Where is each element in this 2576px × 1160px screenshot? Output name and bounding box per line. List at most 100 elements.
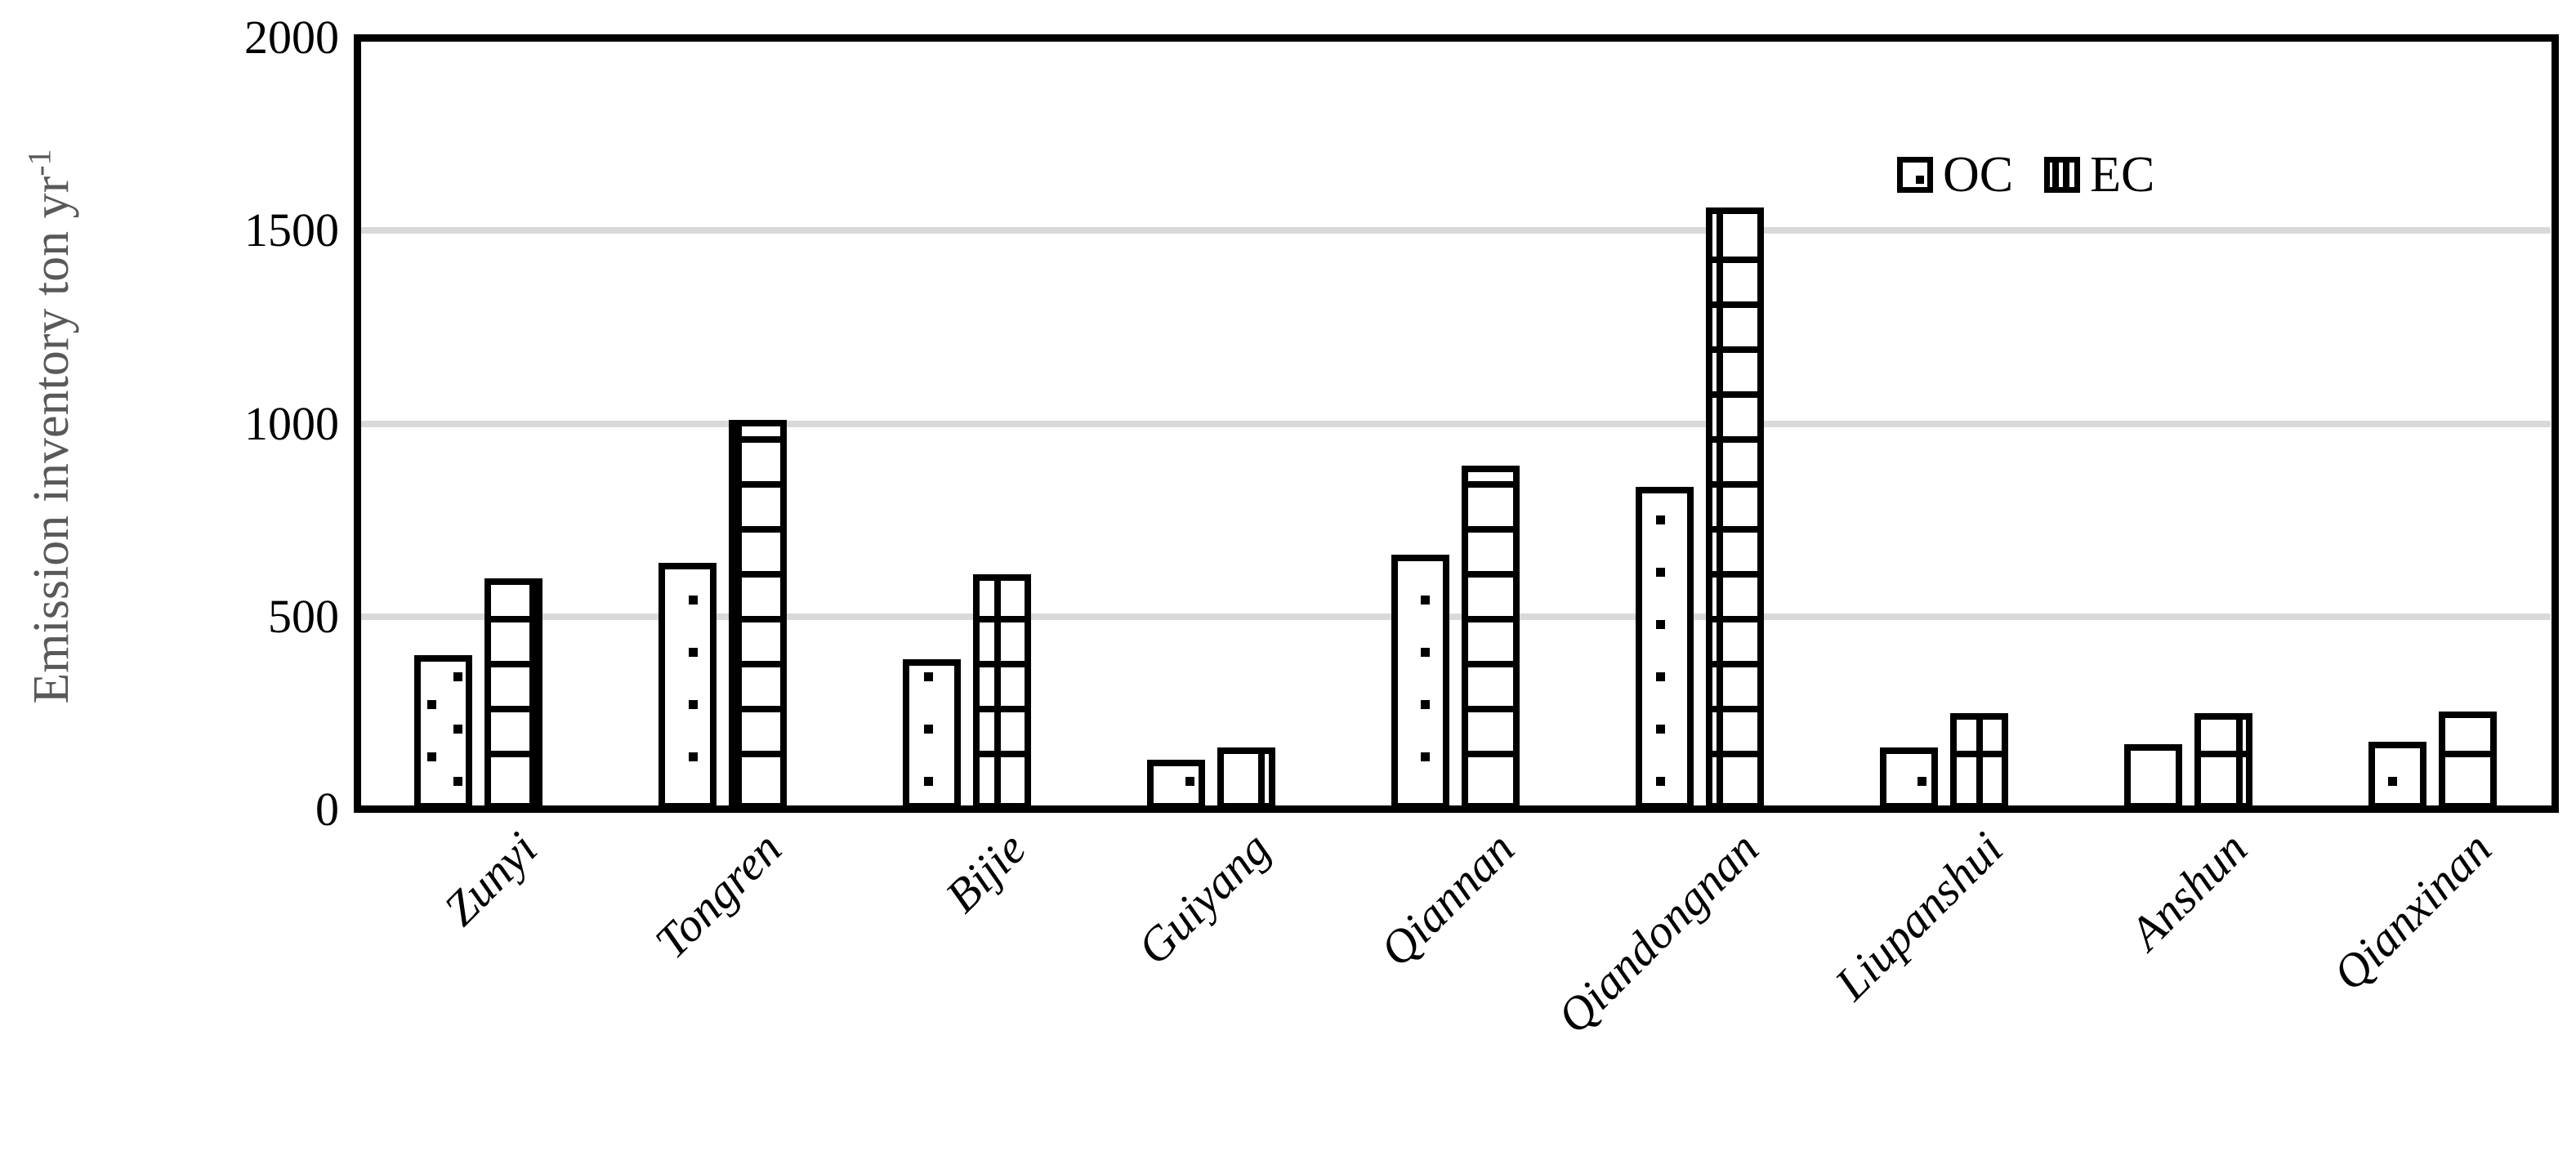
gridline-1500 (361, 227, 2551, 234)
ec-grid-pattern-icon (2052, 163, 2060, 187)
bar-ec-qianxinan (2438, 711, 2497, 810)
y-tick-label-2000: 2000 (244, 11, 339, 64)
plot-area-frame (354, 34, 2559, 813)
ec-grid-hline (1712, 390, 1757, 398)
oc-dot (1655, 515, 1665, 524)
ec-grid-hline (491, 616, 537, 622)
ec-grid-hline (1712, 525, 1757, 533)
oc-dot (923, 671, 933, 681)
legend-ec-marker-icon (2044, 157, 2081, 193)
bar-ec-tongren (729, 419, 788, 810)
legend: OC EC (1897, 147, 2155, 203)
bar-oc-qianxinan (2368, 742, 2426, 810)
ec-grid-hline (1468, 750, 1513, 757)
ec-grid-hline (1712, 705, 1757, 712)
y-tick-label-500: 500 (268, 589, 339, 643)
oc-dot (453, 672, 462, 681)
ec-grid-hline (1468, 705, 1513, 712)
oc-dot (426, 700, 436, 709)
ec-grid-hline (980, 750, 1025, 757)
bar-oc-qiannan (1391, 555, 1449, 810)
oc-dot (1421, 699, 1430, 709)
ec-grid-vline (994, 580, 1002, 803)
oc-dot (1185, 776, 1194, 786)
ec-grid-hline (735, 660, 781, 667)
oc-dot (688, 595, 698, 605)
legend-oc-label: OC (1943, 147, 2014, 203)
oc-dot-pattern-icon (1916, 176, 1924, 184)
y-axis-title-text: Emission inventory ton yr (24, 176, 80, 704)
bar-oc-liupanshui (1879, 747, 1938, 810)
bar-oc-bijie (903, 658, 962, 810)
ec-grid-hline (735, 525, 781, 533)
ec-grid-hline (735, 570, 781, 578)
oc-dot (1917, 776, 1926, 786)
ec-grid-hline (2444, 750, 2490, 757)
ec-grid-hline (735, 435, 781, 443)
ec-grid-hline (1712, 346, 1757, 353)
ec-grid-hline (1712, 660, 1757, 667)
ec-grid-vline (735, 426, 743, 803)
ec-grid-hline (1468, 570, 1513, 578)
oc-dot (923, 776, 933, 786)
oc-dot (1421, 647, 1430, 657)
ec-grid-vline (1257, 754, 1265, 803)
ec-grid-hline (1468, 615, 1513, 622)
oc-dot (2387, 777, 2397, 786)
ec-grid-hline (1712, 615, 1757, 622)
ec-grid-vline (529, 584, 537, 803)
bar-ec-qiandongnan (1705, 207, 1764, 810)
gridline-500 (361, 613, 2551, 620)
y-tick-label-0: 0 (315, 783, 339, 836)
ec-grid-vline (1976, 719, 1984, 803)
bar-oc-guiyang (1147, 759, 1206, 810)
oc-dot (453, 725, 462, 734)
oc-dot (1655, 724, 1665, 734)
bar-ec-guiyang (1217, 747, 1276, 810)
bar-ec-qiannan (1462, 466, 1520, 810)
y-axis-title-exponent: -1 (20, 149, 58, 176)
bar-oc-anshun (2123, 743, 2182, 810)
legend-ec-label: EC (2090, 147, 2155, 203)
oc-dot (1655, 567, 1665, 577)
oc-dot (688, 699, 698, 709)
ec-grid-pattern-icon (2063, 163, 2070, 187)
oc-dot (426, 752, 436, 761)
ec-grid-hline (1712, 435, 1757, 443)
y-tick-label-1000: 1000 (244, 396, 339, 450)
y-axis-title: Emission inventory ton yr-1 (6, 41, 80, 813)
ec-grid-hline (1468, 660, 1513, 667)
ec-grid-hline (491, 661, 537, 667)
ec-grid-hline (980, 615, 1025, 622)
oc-dot (1655, 619, 1665, 629)
ec-grid-hline (735, 480, 781, 488)
oc-dot (1421, 752, 1430, 761)
ec-grid-hline (1468, 480, 1513, 488)
oc-dot (688, 752, 698, 761)
oc-dot (1421, 595, 1430, 605)
ec-grid-hline (1712, 256, 1757, 263)
ec-grid-hline (491, 751, 537, 757)
bar-oc-qiandongnan (1635, 487, 1694, 810)
ec-grid-hline (1712, 750, 1757, 757)
ec-grid-hline (491, 706, 537, 712)
ec-grid-hline (980, 660, 1025, 667)
legend-oc-marker-icon (1897, 157, 1933, 193)
ec-grid-hline (1712, 480, 1757, 488)
ec-grid-hline (1712, 301, 1757, 308)
bar-oc-zunyi (414, 655, 473, 810)
bar-ec-anshun (2194, 712, 2252, 810)
bar-ec-bijie (973, 573, 1032, 810)
ec-grid-vline (1716, 213, 1723, 803)
oc-dot (1655, 671, 1665, 681)
bar-ec-liupanshui (1949, 712, 2008, 810)
bar-oc-tongren (659, 562, 717, 810)
ec-grid-hline (2200, 751, 2246, 757)
y-tick-label-1500: 1500 (244, 203, 339, 257)
oc-dot (1655, 776, 1665, 786)
ec-grid-hline (980, 705, 1025, 712)
oc-dot (688, 647, 698, 657)
ec-grid-vline (2235, 719, 2243, 803)
gridline-1000 (361, 420, 2551, 427)
ec-grid-hline (1468, 525, 1513, 533)
